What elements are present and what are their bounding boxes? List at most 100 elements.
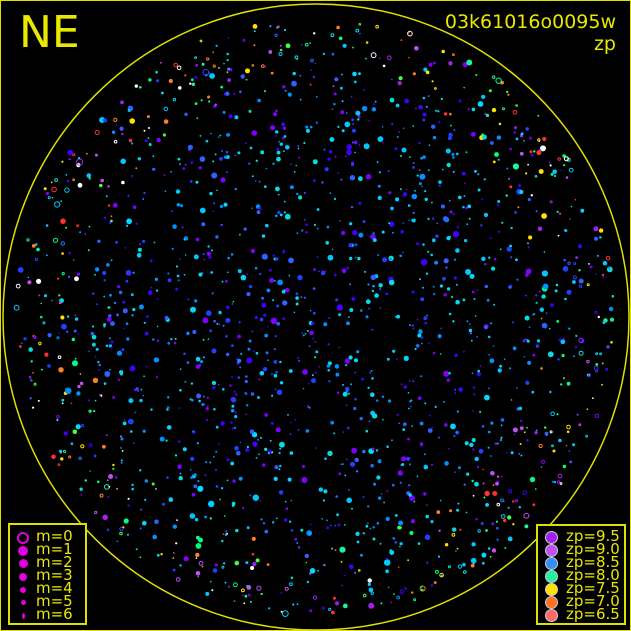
star-marker xyxy=(427,169,430,172)
star-marker xyxy=(276,25,280,29)
star-marker xyxy=(223,562,226,565)
star-marker xyxy=(230,253,234,256)
star-marker xyxy=(518,406,523,411)
star-marker xyxy=(324,167,329,172)
star-marker xyxy=(244,594,248,598)
star-marker xyxy=(340,561,343,563)
star-marker xyxy=(569,218,571,220)
star-marker xyxy=(507,506,510,509)
star-marker xyxy=(608,267,610,269)
star-marker xyxy=(238,321,241,324)
star-marker xyxy=(433,293,436,296)
star-marker xyxy=(491,548,497,553)
star-marker xyxy=(167,272,170,275)
star-marker xyxy=(266,326,269,328)
star-marker xyxy=(490,471,495,476)
star-marker xyxy=(250,600,252,603)
star-marker xyxy=(106,479,109,482)
star-marker xyxy=(388,191,392,195)
zeropoint-legend-row: zp=9.0 xyxy=(538,541,624,558)
star-marker xyxy=(153,241,156,244)
star-marker xyxy=(175,577,181,582)
star-marker xyxy=(322,499,325,502)
star-marker xyxy=(365,524,369,528)
star-marker xyxy=(549,390,552,394)
star-marker xyxy=(245,78,248,81)
star-marker xyxy=(167,396,170,399)
star-marker xyxy=(562,464,567,469)
star-marker xyxy=(252,494,259,501)
star-marker xyxy=(234,560,240,566)
star-marker xyxy=(362,532,365,535)
star-marker xyxy=(254,316,258,320)
star-marker xyxy=(46,254,48,257)
star-marker xyxy=(349,256,353,261)
star-marker xyxy=(290,163,292,165)
star-marker xyxy=(489,237,492,240)
star-marker xyxy=(469,273,475,279)
star-marker xyxy=(283,200,286,203)
star-marker xyxy=(107,306,111,309)
star-marker xyxy=(251,130,258,136)
star-marker xyxy=(473,393,476,396)
star-marker xyxy=(480,224,483,227)
star-marker xyxy=(419,442,424,446)
star-marker xyxy=(335,495,339,498)
star-marker xyxy=(168,497,174,502)
star-marker xyxy=(103,325,106,328)
star-marker xyxy=(135,222,138,225)
star-marker xyxy=(426,561,429,564)
star-marker xyxy=(96,303,98,306)
star-marker xyxy=(508,285,512,289)
star-marker xyxy=(493,257,497,261)
star-marker xyxy=(376,522,380,525)
star-marker xyxy=(382,257,388,263)
star-marker xyxy=(170,171,172,173)
star-marker xyxy=(261,234,266,238)
star-marker xyxy=(76,391,81,396)
star-marker xyxy=(434,569,439,574)
star-marker xyxy=(523,512,530,519)
star-marker xyxy=(154,519,159,524)
star-marker xyxy=(114,476,118,479)
star-marker xyxy=(226,52,229,56)
star-marker xyxy=(444,423,448,427)
star-marker xyxy=(293,311,296,314)
star-marker xyxy=(86,173,92,178)
star-marker xyxy=(192,330,197,334)
star-marker xyxy=(182,167,186,170)
star-marker xyxy=(119,531,123,536)
star-marker xyxy=(495,520,498,523)
star-marker xyxy=(308,345,311,348)
star-marker xyxy=(292,71,296,76)
zeropoint-swatch xyxy=(544,570,558,583)
star-marker xyxy=(402,422,407,427)
star-marker xyxy=(512,321,514,324)
star-marker xyxy=(399,254,402,258)
star-marker xyxy=(349,308,354,312)
star-marker xyxy=(350,206,354,209)
star-marker xyxy=(30,379,33,382)
zeropoint-swatch xyxy=(544,609,558,622)
star-marker xyxy=(227,37,230,39)
star-marker xyxy=(336,391,340,395)
star-marker xyxy=(227,78,232,82)
star-marker xyxy=(87,399,91,402)
star-marker xyxy=(330,420,335,425)
star-marker xyxy=(280,610,283,613)
star-marker xyxy=(482,482,485,485)
star-marker xyxy=(264,333,269,338)
star-marker xyxy=(221,487,224,490)
star-marker xyxy=(142,198,145,200)
zeropoint-legend-label: zp=9.5 xyxy=(566,527,620,545)
star-marker xyxy=(166,425,172,430)
star-marker xyxy=(246,357,253,364)
star-marker xyxy=(557,480,561,484)
star-marker xyxy=(354,256,357,259)
star-marker xyxy=(512,523,515,526)
star-marker xyxy=(262,522,266,525)
star-marker xyxy=(415,344,420,348)
star-marker xyxy=(380,493,383,495)
star-marker xyxy=(245,413,247,416)
star-marker xyxy=(385,516,390,522)
